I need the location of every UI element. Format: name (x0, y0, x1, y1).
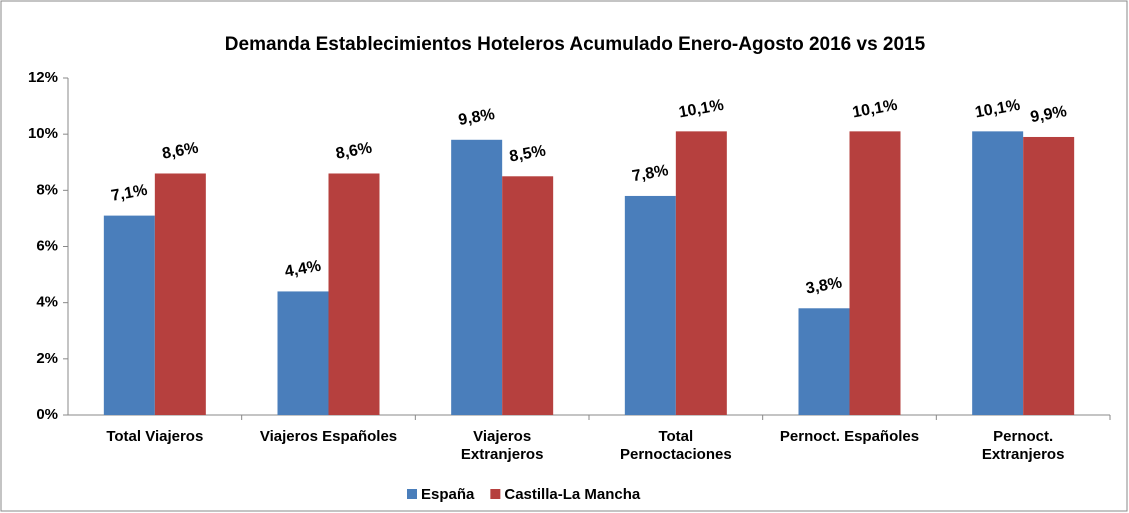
x-tick-label: Viajeros Extranjeros (460, 428, 544, 463)
y-tick-label: 2% (36, 350, 58, 367)
data-label: 3,8% (805, 274, 844, 297)
data-label: 9,8% (457, 106, 496, 129)
bar (849, 131, 901, 415)
x-tick-label: Total Pernoctaciones (619, 428, 732, 463)
bar (328, 173, 380, 415)
data-label: 9,9% (1029, 103, 1068, 126)
data-label: 8,6% (161, 140, 200, 163)
data-label: 7,1% (110, 182, 149, 205)
bar (154, 173, 206, 415)
bar (624, 195, 676, 415)
y-tick-label: 12% (28, 69, 58, 86)
y-tick-label: 4% (36, 294, 58, 311)
y-tick-label: 10% (28, 125, 58, 142)
x-tick-label: Pernoct. Extranjeros (981, 428, 1065, 463)
legend-swatch (407, 489, 417, 499)
x-tick-label: Pernoct. Españoles (779, 428, 920, 445)
bar (451, 139, 503, 416)
bar (277, 291, 329, 415)
legend-label: España (421, 486, 475, 503)
data-label: 7,8% (631, 162, 670, 185)
data-label: 8,5% (508, 142, 547, 165)
bar (972, 131, 1024, 415)
x-tick-label: Viajeros Españoles (259, 428, 398, 445)
data-label: 4,4% (284, 258, 323, 281)
y-tick-label: 6% (36, 237, 58, 254)
data-label: 8,6% (335, 140, 374, 163)
chart-title: Demanda Establecimientos Hoteleros Acumu… (225, 34, 926, 55)
y-tick-label: 8% (36, 181, 58, 198)
y-tick-label: 0% (36, 406, 58, 423)
bar (502, 176, 554, 415)
bar (103, 215, 155, 415)
legend-swatch (490, 489, 501, 499)
x-tick-label: Total Viajeros (106, 428, 204, 445)
bar (798, 308, 850, 415)
bar (1023, 136, 1075, 415)
bar (675, 131, 727, 415)
legend-label: Castilla-La Mancha (504, 486, 641, 503)
